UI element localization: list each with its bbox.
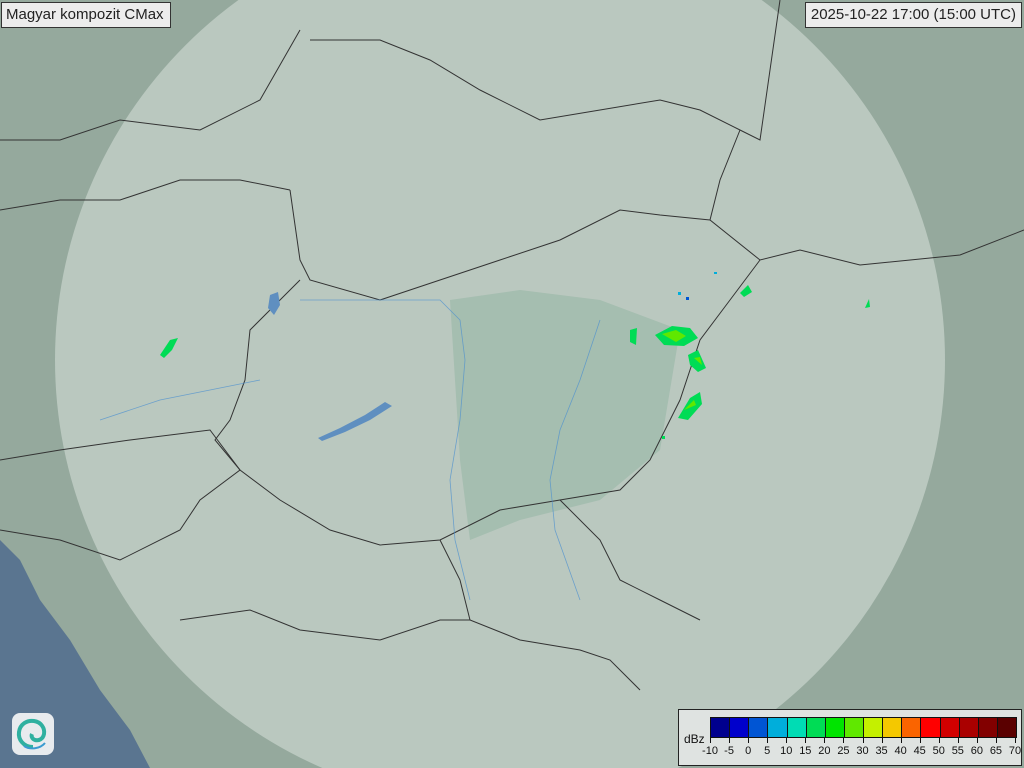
legend-label: -5: [724, 745, 734, 757]
legend-label: 5: [764, 745, 771, 757]
legend-tick: [748, 737, 750, 743]
adriatic-sea: [0, 540, 150, 768]
legend-tick: [995, 737, 997, 743]
legend-label: 20: [818, 745, 831, 757]
legend-swatch: [959, 718, 979, 737]
legend-unit: dBz: [684, 732, 705, 746]
legend-swatch: [940, 718, 960, 737]
legend-label: 10: [780, 745, 793, 757]
legend-label: 15: [799, 745, 812, 757]
legend-label: 0: [745, 745, 752, 757]
legend-swatch: [825, 718, 845, 737]
legend-swatch: [978, 718, 998, 737]
legend-tick: [710, 737, 711, 743]
legend-swatch: [730, 718, 750, 737]
rivers: [99, 299, 601, 601]
legend-label: 35: [875, 745, 888, 757]
legend-swatch: [921, 718, 941, 737]
legend-label: -10: [702, 745, 718, 757]
legend-swatch: [997, 718, 1016, 737]
legend-tick: [938, 737, 940, 743]
lake-balaton: [318, 402, 392, 441]
legend-ticks: [710, 737, 1016, 745]
legend-label: 55: [951, 745, 964, 757]
omsz-logo[interactable]: [12, 713, 54, 755]
legend-tick: [862, 737, 864, 743]
legend-swatch: [768, 718, 788, 737]
lake-neusiedl: [268, 292, 280, 315]
legend-swatch: [864, 718, 884, 737]
legend-swatch: [787, 718, 807, 737]
legend-label: 70: [1008, 745, 1022, 757]
legend-tick: [976, 737, 978, 743]
legend-tick: [786, 737, 788, 743]
legend-label: 60: [970, 745, 983, 757]
legend-tick: [824, 737, 826, 743]
legend-swatch: [806, 718, 826, 737]
legend-tick: [729, 737, 731, 743]
legend-tick: [1015, 737, 1016, 743]
legend-swatch: [844, 718, 864, 737]
country-borders: [0, 0, 1024, 691]
legend-tick: [881, 737, 883, 743]
map-title: Magyar kompozit CMax: [1, 2, 171, 28]
legend-color-bar: [710, 717, 1017, 738]
legend-label: 50: [932, 745, 945, 757]
legend-label: 40: [894, 745, 907, 757]
timestamp: 2025-10-22 17:00 (15:00 UTC): [804, 2, 1022, 28]
legend-swatch: [883, 718, 903, 737]
legend-tick: [767, 737, 769, 743]
legend-label: 25: [837, 745, 850, 757]
legend-tick: [900, 737, 902, 743]
dbz-legend: dBz -10 -5 0 5 10 15 20 25 30 35 40 45 50 55 60 65 70: [678, 709, 1022, 766]
legend-label: 65: [989, 745, 1003, 757]
hungary-lowland: [450, 290, 680, 540]
legend-tick: [843, 737, 845, 743]
radar-echoes: [160, 272, 870, 439]
legend-swatch: [711, 718, 731, 737]
legend-label: 45: [913, 745, 926, 757]
swirl-logo-icon: [16, 718, 47, 750]
legend-swatch: [902, 718, 922, 737]
legend-tick: [805, 737, 807, 743]
legend-label: 30: [856, 745, 869, 757]
legend-tick: [957, 737, 959, 743]
legend-swatch: [749, 718, 769, 737]
legend-tick: [919, 737, 921, 743]
